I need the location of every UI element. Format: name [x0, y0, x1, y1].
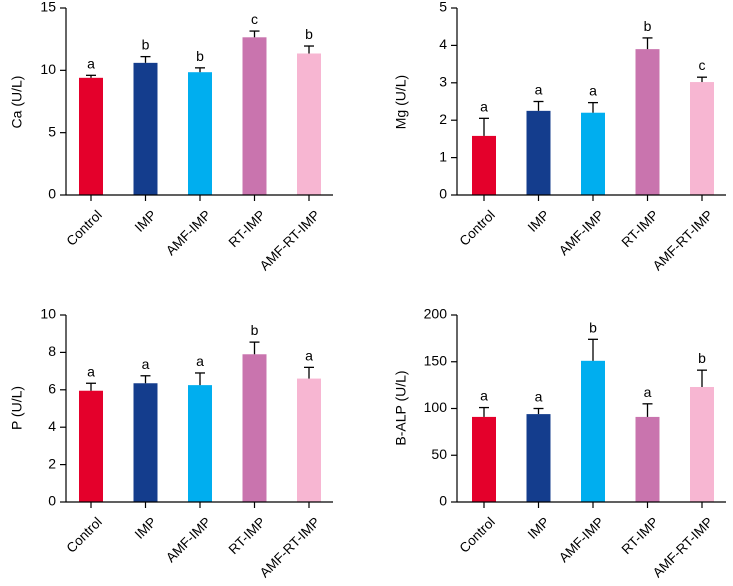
significance-letter: b — [644, 18, 652, 34]
significance-letter: b — [589, 319, 597, 335]
y-tick-label: 0 — [439, 493, 447, 509]
x-tick-label: Control — [457, 207, 498, 248]
y-tick-label: 1 — [439, 148, 447, 164]
bar-amf-rt-imp — [297, 53, 321, 196]
y-axis-title: Mg (U/L) — [393, 75, 409, 129]
x-tick-label: IMP — [525, 514, 553, 542]
significance-letter: a — [644, 384, 652, 400]
y-tick-label: 0 — [48, 493, 56, 509]
y-tick-label: 100 — [424, 399, 448, 415]
y-tick-label: 50 — [431, 446, 447, 462]
y-tick-label: 3 — [439, 74, 447, 90]
significance-letter: b — [305, 26, 313, 42]
bar-amf-rt-imp — [690, 386, 714, 502]
y-tick-label: 2 — [439, 111, 447, 127]
y-tick-label: 150 — [424, 352, 448, 368]
bar-rt-imp — [242, 37, 267, 196]
x-tick-label: IMP — [132, 207, 160, 235]
x-tick-label: IMP — [132, 514, 160, 542]
bar-amf-imp — [188, 72, 212, 195]
bar-amf-rt-imp — [297, 378, 321, 502]
chart-panel-bottom-right: B-ALP (U/L) aControlaIMPbAMF-IMPaRT-IMPbA… — [393, 306, 726, 580]
significance-letter: b — [251, 322, 259, 338]
chart-panel-bottom-left: P (U/L)aControlaIMPaAMF-IMPbRT-IMPaAMF-R… — [9, 306, 333, 580]
y-axis-title: Ca (U/L) — [9, 76, 25, 129]
bar-control — [472, 416, 496, 502]
significance-letter: a — [87, 55, 95, 71]
significance-letter: a — [480, 98, 488, 114]
y-axis-title: B-ALP (U/L) — [393, 370, 409, 445]
y-tick-label: 5 — [48, 123, 56, 139]
y-tick-label: 0 — [439, 186, 447, 202]
y-tick-label: 6 — [48, 381, 56, 397]
x-tick-label: RT-IMP — [619, 514, 662, 557]
chart-panel-top-right: Mg (U/L) aControlaIMPaAMF-IMPbRT-IMPcAMF-… — [393, 0, 726, 273]
x-tick-label: AMF-IMP — [163, 514, 214, 565]
y-tick-label: 200 — [424, 306, 448, 322]
x-tick-label: Control — [64, 207, 105, 248]
bar-imp — [133, 62, 158, 195]
y-tick-label: 5 — [439, 0, 447, 15]
bar-control — [79, 77, 103, 195]
y-axis-title: P (U/L) — [9, 386, 25, 430]
bar-imp — [526, 414, 551, 502]
y-tick-label: 8 — [48, 343, 56, 359]
bar-amf-imp — [581, 360, 605, 502]
bar-imp — [526, 110, 551, 195]
significance-letter: c — [699, 57, 706, 73]
x-tick-label: AMF-IMP — [556, 514, 607, 565]
significance-letter: a — [535, 82, 543, 98]
significance-letter: a — [589, 83, 597, 99]
bar-control — [79, 390, 103, 502]
significance-letter: a — [142, 356, 150, 372]
bar-rt-imp — [635, 49, 660, 195]
bar-amf-rt-imp — [690, 82, 714, 195]
y-tick-label: 2 — [48, 455, 56, 471]
significance-letter: c — [251, 11, 258, 27]
significance-letter: a — [480, 388, 488, 404]
y-tick-label: 10 — [40, 61, 56, 77]
chart-panel-top-left: Ca (U/L)aControlbIMPbAMF-IMPcRT-IMPbAMF-… — [9, 0, 333, 273]
bar-rt-imp — [635, 416, 660, 502]
significance-letter: a — [196, 353, 204, 369]
bar-rt-imp — [242, 354, 267, 502]
x-tick-label: AMF-IMP — [163, 207, 214, 258]
significance-letter: b — [142, 37, 150, 53]
bar-amf-imp — [581, 112, 605, 195]
y-tick-label: 15 — [40, 0, 56, 15]
significance-letter: a — [305, 347, 313, 363]
x-tick-label: AMF-IMP — [556, 207, 607, 258]
bar-imp — [133, 383, 158, 502]
y-tick-label: 4 — [48, 418, 56, 434]
bar-control — [472, 135, 496, 195]
x-tick-label: RT-IMP — [226, 514, 269, 557]
y-tick-label: 10 — [40, 306, 56, 322]
y-tick-label: 4 — [439, 36, 447, 52]
x-tick-label: IMP — [525, 207, 553, 235]
significance-letter: a — [535, 389, 543, 405]
x-tick-label: Control — [457, 514, 498, 555]
bar-amf-imp — [188, 385, 212, 502]
significance-letter: b — [196, 48, 204, 64]
significance-letter: a — [87, 363, 95, 379]
x-tick-label: RT-IMP — [619, 207, 662, 250]
y-tick-label: 0 — [48, 186, 56, 202]
x-tick-label: Control — [64, 514, 105, 555]
x-tick-label: RT-IMP — [226, 207, 269, 250]
significance-letter: b — [698, 350, 706, 366]
